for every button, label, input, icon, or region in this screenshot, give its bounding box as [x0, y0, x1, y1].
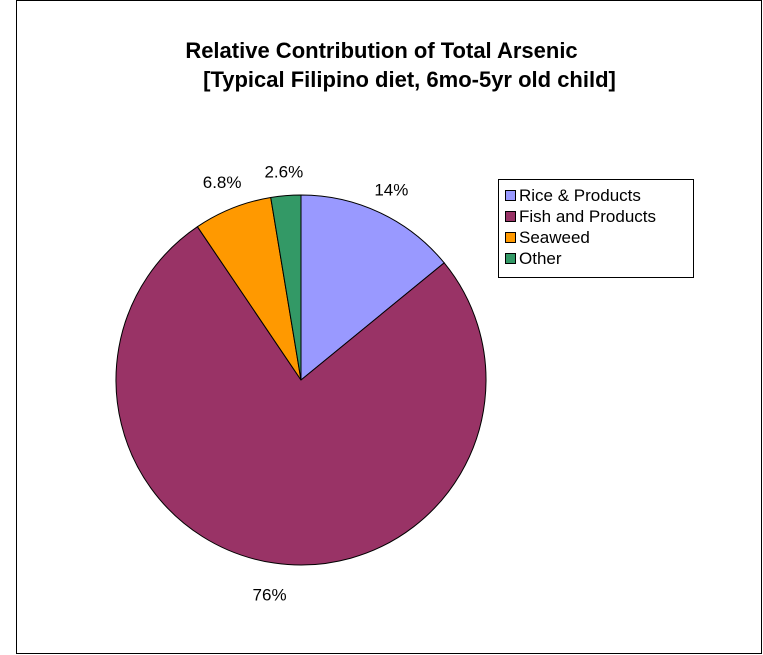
legend-item-fish: Fish and Products	[505, 206, 693, 227]
pie-slice-fish	[115, 226, 487, 566]
legend-label-other: Other	[519, 248, 562, 268]
chart-title-line2: [Typical Filipino diet, 6mo-5yr old chil…	[203, 67, 616, 92]
chart-title: Relative Contribution of Total Arsenic […	[0, 36, 763, 94]
legend-item-rice: Rice & Products	[505, 185, 693, 206]
chart-title-line1: Relative Contribution of Total Arsenic	[185, 38, 578, 63]
legend-label-fish: Fish and Products	[519, 206, 657, 226]
legend-swatch-rice	[505, 190, 516, 201]
pie-slice-rice	[300, 194, 445, 382]
legend-item-seaweed: Seaweed	[505, 227, 693, 248]
data-label-fish: 76%	[253, 586, 287, 605]
legend-swatch-fish	[505, 211, 516, 222]
legend-label-rice: Rice & Products	[519, 185, 641, 205]
pie-slices	[115, 194, 487, 566]
legend-swatch-seaweed	[505, 232, 516, 243]
legend: Rice & Products Fish and Products Seawee…	[498, 179, 694, 278]
pie-slice-other	[270, 194, 302, 381]
legend-item-other: Other	[505, 248, 693, 269]
legend-swatch-other	[505, 253, 516, 264]
pie-data-labels: 14% 76% 6.8% 2.6%	[203, 163, 409, 605]
data-label-seaweed: 6.8%	[203, 173, 242, 192]
data-label-rice: 14%	[374, 180, 408, 199]
data-label-other: 2.6%	[264, 163, 303, 182]
legend-label-seaweed: Seaweed	[519, 227, 590, 247]
